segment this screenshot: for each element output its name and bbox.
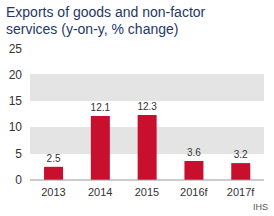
svg-text:2014: 2014 [88, 186, 112, 198]
svg-text:5: 5 [15, 147, 22, 161]
svg-text:20: 20 [9, 68, 23, 82]
svg-text:2013: 2013 [41, 186, 65, 198]
svg-text:2017f: 2017f [227, 186, 255, 198]
svg-text:10: 10 [9, 120, 23, 134]
svg-text:12.3: 12.3 [137, 101, 157, 112]
svg-text:2.5: 2.5 [47, 153, 61, 164]
svg-text:2016f: 2016f [180, 186, 208, 198]
svg-text:25: 25 [9, 42, 23, 56]
svg-text:2015: 2015 [135, 186, 159, 198]
html-text:Exports of goods and non-facto: Exports of goods and non-factor services… [6, 4, 206, 37]
svg-text:3.2: 3.2 [234, 149, 248, 160]
svg-text:12.1: 12.1 [91, 102, 111, 113]
svg-text:15: 15 [9, 94, 23, 108]
svg-text:3.6: 3.6 [187, 147, 201, 158]
html-text:IHS: IHS [253, 202, 268, 212]
svg-text:0: 0 [15, 173, 22, 187]
